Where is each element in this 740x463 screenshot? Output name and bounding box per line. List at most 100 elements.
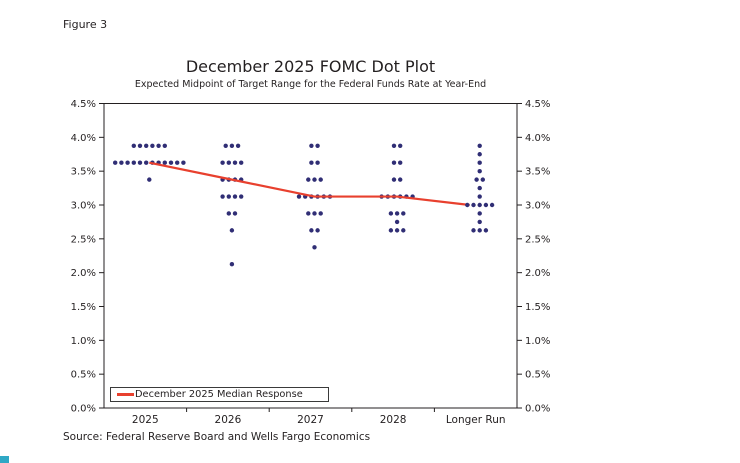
dot bbox=[229, 228, 235, 233]
dot bbox=[137, 143, 143, 148]
figure-label: Figure 3 bbox=[63, 18, 108, 31]
dot bbox=[471, 228, 476, 233]
dot bbox=[239, 194, 244, 199]
dot bbox=[131, 143, 136, 148]
dot bbox=[394, 211, 400, 216]
source-note: Source: Federal Reserve Board and Wells … bbox=[63, 431, 371, 443]
y-axis-label-left: 0.0% bbox=[71, 404, 96, 415]
dot bbox=[125, 160, 130, 165]
dot bbox=[480, 177, 485, 182]
y-axis-label-right: 0.0% bbox=[525, 404, 550, 415]
dot bbox=[144, 160, 149, 165]
dot bbox=[162, 143, 167, 148]
dot bbox=[394, 228, 400, 233]
corner-mark bbox=[0, 456, 9, 463]
y-axis-label-left: 4.5% bbox=[71, 99, 96, 110]
dot bbox=[131, 160, 136, 165]
dot bbox=[398, 160, 403, 165]
dot bbox=[175, 160, 180, 165]
y-axis-label-left: 1.5% bbox=[71, 302, 96, 313]
dot bbox=[315, 228, 320, 233]
dot bbox=[226, 194, 231, 199]
dot bbox=[401, 228, 406, 233]
dot bbox=[391, 177, 397, 182]
y-axis-label-left: 1.0% bbox=[71, 336, 96, 347]
dot bbox=[239, 160, 244, 165]
dot bbox=[318, 211, 323, 216]
dot bbox=[483, 202, 489, 208]
x-axis-label: 2027 bbox=[297, 414, 324, 426]
dot bbox=[465, 202, 470, 208]
dot bbox=[229, 262, 235, 267]
dot bbox=[312, 245, 317, 250]
dot bbox=[471, 202, 476, 208]
y-axis-label-right: 1.5% bbox=[525, 302, 550, 313]
dot bbox=[477, 160, 482, 165]
dot bbox=[391, 143, 397, 148]
dot bbox=[147, 177, 152, 182]
dot bbox=[232, 194, 238, 199]
dot bbox=[113, 160, 118, 165]
median-line bbox=[149, 161, 470, 207]
dot bbox=[477, 228, 482, 233]
dot bbox=[226, 211, 231, 216]
dot bbox=[220, 194, 225, 199]
legend-label: December 2025 Median Response bbox=[135, 389, 303, 400]
dot bbox=[306, 177, 311, 182]
dot bbox=[229, 143, 235, 148]
dot bbox=[477, 219, 482, 225]
y-axis-label-right: 2.0% bbox=[525, 268, 550, 279]
chart-subtitle: Expected Midpoint of Target Range for th… bbox=[134, 79, 487, 90]
dot bbox=[306, 211, 311, 216]
dot bbox=[483, 228, 489, 233]
dot bbox=[388, 228, 394, 233]
y-axis-label-right: 4.5% bbox=[525, 99, 550, 110]
dot bbox=[162, 160, 167, 165]
y-axis-label-left: 3.0% bbox=[71, 201, 96, 212]
median-line-sample-icon bbox=[117, 393, 134, 396]
legend-box: December 2025 Median Response bbox=[110, 387, 329, 402]
y-axis-label-left: 4.0% bbox=[71, 133, 96, 144]
dot bbox=[156, 143, 161, 148]
dot bbox=[232, 160, 238, 165]
dot bbox=[398, 177, 403, 182]
y-axis-label-right: 2.5% bbox=[525, 234, 550, 245]
dot bbox=[388, 211, 394, 216]
y-axis-label-right: 1.0% bbox=[525, 336, 550, 347]
dot bbox=[312, 177, 317, 182]
dot bbox=[477, 168, 482, 174]
dot bbox=[477, 152, 482, 157]
dot bbox=[220, 160, 225, 165]
dot bbox=[394, 219, 400, 225]
dot bbox=[223, 143, 228, 148]
dot bbox=[144, 143, 149, 148]
dot bbox=[232, 211, 238, 216]
dot bbox=[474, 177, 479, 182]
dot bbox=[309, 228, 314, 233]
x-axis-label: 2028 bbox=[380, 414, 407, 426]
dot bbox=[150, 143, 155, 148]
y-axis-label-left: 2.0% bbox=[71, 268, 96, 279]
dot bbox=[296, 194, 302, 199]
dot bbox=[309, 143, 314, 148]
y-axis-label-left: 2.5% bbox=[71, 234, 96, 245]
dot bbox=[119, 160, 124, 165]
dot bbox=[477, 211, 482, 216]
dot bbox=[312, 211, 317, 216]
dot bbox=[235, 143, 241, 148]
dot bbox=[391, 160, 397, 165]
x-axis-label: Longer Run bbox=[446, 414, 506, 426]
y-axis-label-right: 4.0% bbox=[525, 133, 550, 144]
dot bbox=[315, 143, 320, 148]
y-axis-label-right: 0.5% bbox=[525, 370, 550, 381]
dot bbox=[181, 160, 186, 165]
dot bbox=[401, 211, 406, 216]
dot bbox=[168, 160, 174, 165]
dot bbox=[477, 185, 482, 191]
plot-frame bbox=[103, 103, 518, 409]
dot bbox=[489, 202, 495, 208]
dot bbox=[226, 160, 231, 165]
x-axis-label: 2025 bbox=[132, 414, 159, 426]
dot bbox=[398, 143, 403, 148]
